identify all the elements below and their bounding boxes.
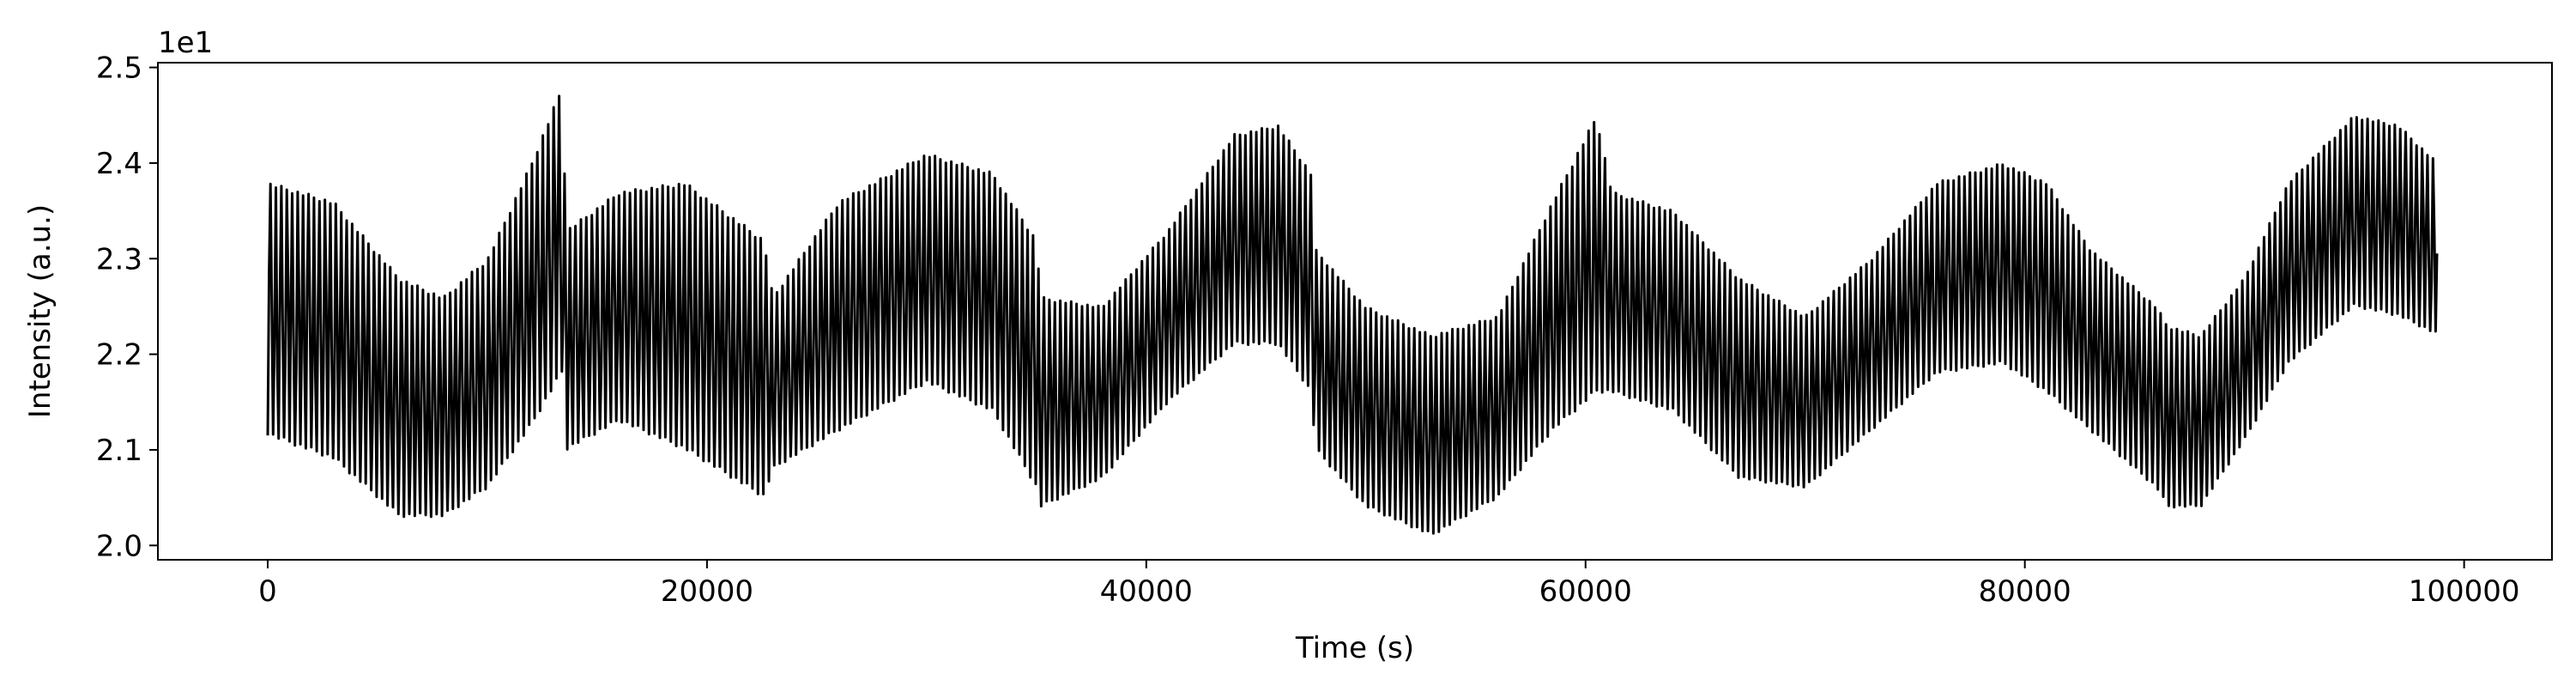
y-offset-text: 1e1 xyxy=(158,26,213,60)
y-tick-label: 2.3 xyxy=(96,242,142,276)
y-tick-label: 2.5 xyxy=(96,52,142,86)
y-tick-label: 2.0 xyxy=(96,529,142,563)
y-tick-label: 2.4 xyxy=(96,147,142,181)
plot-data-layer xyxy=(266,94,2439,535)
y-axis-label: Intensity (a.u.) xyxy=(23,204,57,418)
y-tick-label: 2.2 xyxy=(96,338,142,373)
x-axis: 0 20000 40000 60000 80000 100000 xyxy=(258,560,2520,609)
x-tick-label: 20000 xyxy=(661,574,753,609)
x-tick-label: 80000 xyxy=(1979,574,2071,609)
x-axis-label: Time (s) xyxy=(1295,631,1414,665)
y-axis: 2.0 2.1 2.2 2.3 2.4 2.5 xyxy=(96,52,158,563)
x-tick-label: 60000 xyxy=(1539,574,1632,609)
x-tick-label: 0 xyxy=(258,574,277,609)
x-tick-label: 40000 xyxy=(1100,574,1193,609)
series-line xyxy=(266,94,2439,535)
y-tick-label: 2.1 xyxy=(96,434,142,468)
axes-frame xyxy=(157,62,2553,561)
x-tick-label: 100000 xyxy=(2409,574,2520,609)
